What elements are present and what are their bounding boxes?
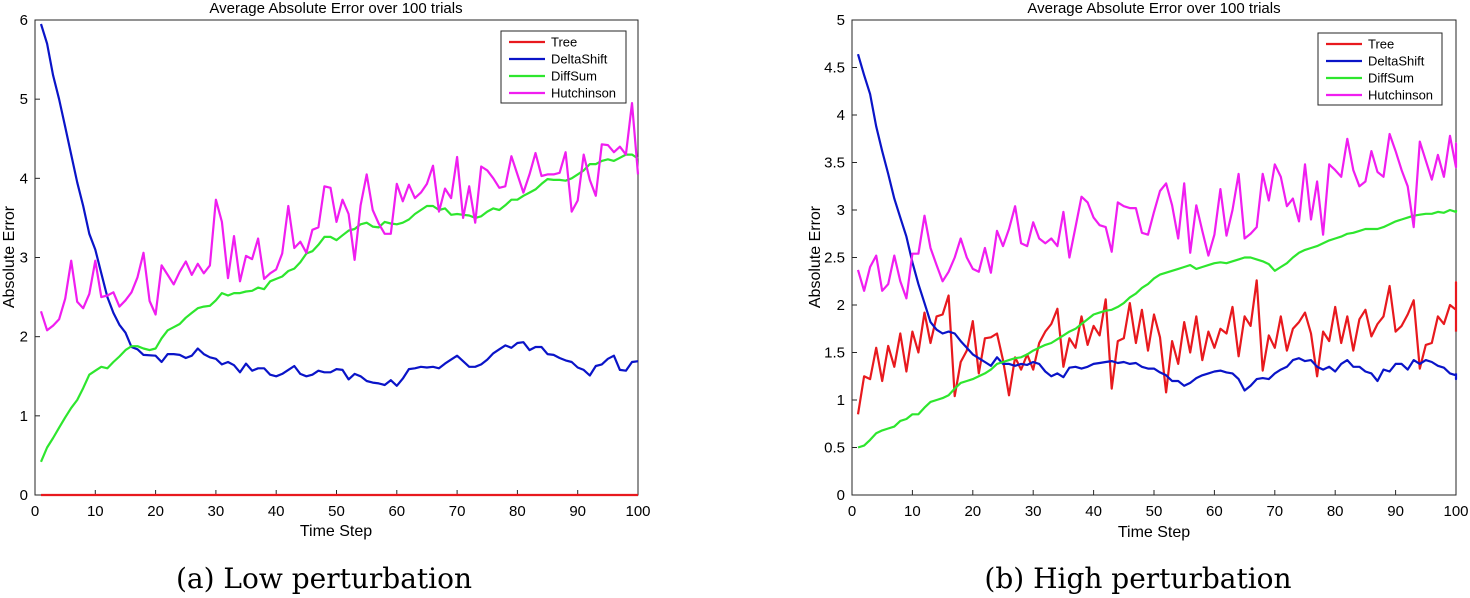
y-tick-label: 5 [837, 12, 845, 29]
x-tick-label: 50 [1146, 503, 1163, 520]
series-group-b [856, 53, 1458, 449]
y-tick-label: 1 [837, 392, 845, 409]
y-axis-label-a: Absolute Error [1, 205, 18, 308]
x-tick-label: 80 [1327, 503, 1344, 520]
x-tick-label: 90 [1387, 503, 1404, 520]
x-tick-label: 40 [1085, 503, 1102, 520]
y-tick-label: 4 [20, 170, 28, 187]
y-tick-label: 0 [20, 487, 28, 504]
x-tick-label: 0 [848, 503, 856, 520]
y-tick-label: 2 [20, 329, 28, 346]
legend-label-deltashift: DeltaShift [1368, 54, 1425, 69]
caption-b: (b) High perturbation [984, 562, 1291, 595]
y-ticks-a: 0 1 2 3 4 5 6 [20, 12, 40, 504]
y-tick-label: 2 [837, 297, 845, 314]
x-tick-label: 90 [569, 503, 586, 520]
x-tick-label: 10 [904, 503, 921, 520]
x-axis-label-b: Time Step [1118, 524, 1190, 541]
panel-a: Average Absolute Error over 100 trials T… [1, 0, 651, 595]
series-line-deltashift [39, 23, 639, 387]
x-ticks-b: 0 10 20 30 40 50 60 70 80 90 100 [848, 490, 1469, 520]
x-tick-label: 70 [1266, 503, 1283, 520]
x-tick-label: 20 [964, 503, 981, 520]
y-tick-label: 5 [20, 91, 28, 108]
chart-title-a: Average Absolute Error over 100 trials [209, 0, 462, 17]
y-axis-label-b: Absolute Error [807, 205, 824, 308]
x-axis-label-a: Time Step [300, 523, 372, 540]
y-tick-label: 0.5 [824, 440, 845, 457]
series-line-tree [856, 279, 1458, 415]
x-tick-label: 40 [268, 503, 285, 520]
y-ticks-b: 0 0.5 1 1.5 2 2.5 3 3.5 4 4.5 5 [824, 12, 857, 504]
series-line-hutchinson [856, 132, 1458, 300]
legend-label-hutchinson: Hutchinson [1368, 88, 1433, 103]
y-tick-label: 2.5 [824, 250, 845, 267]
legend-label-diffsum: DiffSum [1368, 71, 1414, 86]
legend-label-diffsum: DiffSum [551, 69, 597, 84]
series-line-diffsum [857, 208, 1458, 449]
x-ticks-a: 0 10 20 30 40 50 60 70 80 90 100 [31, 490, 651, 520]
y-tick-label: 3 [837, 202, 845, 219]
y-tick-label: 1 [20, 408, 28, 425]
series-line-hutchinson [39, 101, 640, 332]
x-tick-label: 60 [388, 503, 405, 520]
y-tick-label: 4.5 [824, 60, 845, 77]
y-tick-label: 3.5 [824, 155, 845, 172]
x-tick-label: 10 [87, 503, 104, 520]
legend-label-tree: Tree [1368, 37, 1394, 52]
x-tick-label: 0 [31, 503, 39, 520]
series-line-deltashift [856, 53, 1458, 392]
x-tick-label: 70 [449, 503, 466, 520]
x-tick-label: 20 [147, 503, 164, 520]
x-tick-label: 30 [1025, 503, 1042, 520]
x-tick-label: 60 [1206, 503, 1223, 520]
series-group-a [39, 23, 640, 497]
x-tick-label: 30 [208, 503, 225, 520]
series-line-diffsum [39, 153, 639, 463]
legend-label-tree: Tree [551, 35, 577, 50]
y-tick-label: 1.5 [824, 345, 845, 362]
caption-a: (a) Low perturbation [176, 562, 472, 595]
x-tick-label: 50 [328, 503, 345, 520]
x-tick-label: 80 [509, 503, 526, 520]
y-tick-label: 4 [837, 107, 845, 124]
legend-label-deltashift: DeltaShift [551, 52, 608, 67]
y-tick-label: 6 [20, 12, 28, 29]
y-tick-label: 0 [837, 487, 845, 504]
legend-label-hutchinson: Hutchinson [551, 86, 616, 101]
x-tick-label: 100 [1443, 503, 1468, 520]
y-tick-label: 3 [20, 250, 28, 267]
panel-b: Average Absolute Error over 100 trials T… [807, 0, 1469, 595]
legend-b: Tree DeltaShift DiffSum Hutchinson [1317, 32, 1443, 106]
x-tick-label: 100 [625, 503, 650, 520]
legend-a: Tree DeltaShift DiffSum Hutchinson [500, 30, 627, 104]
chart-title-b: Average Absolute Error over 100 trials [1027, 0, 1280, 17]
